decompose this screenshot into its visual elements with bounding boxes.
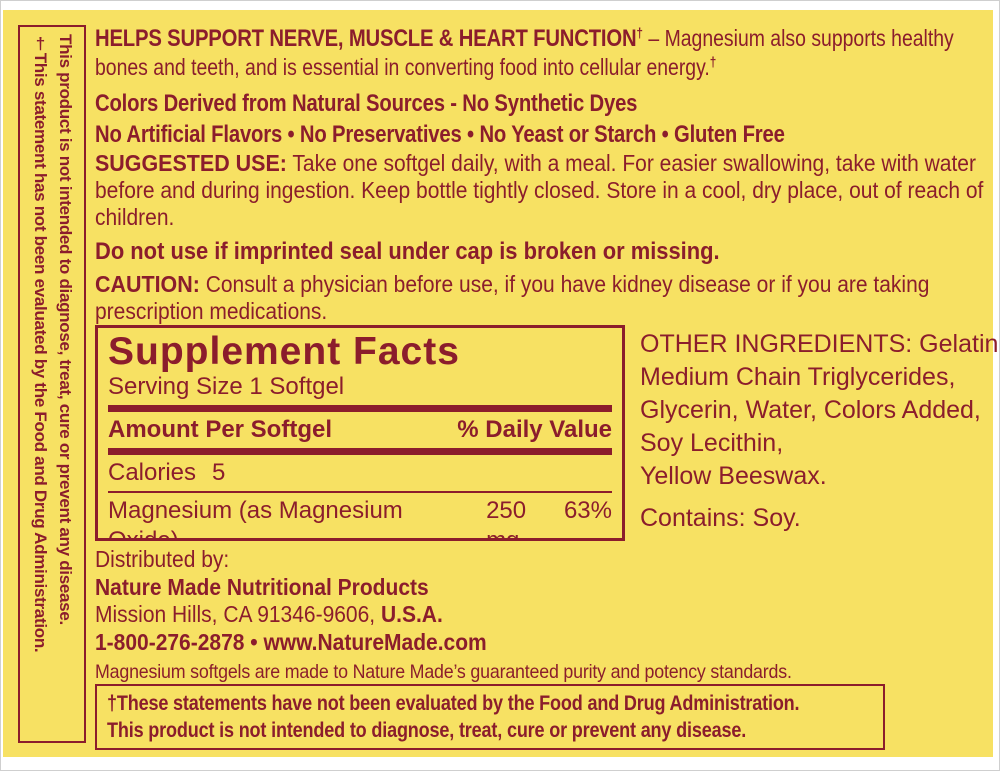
distributed-by: Distributed by:: [95, 546, 230, 572]
other-ingredients-line: Soy Lecithin,: [640, 429, 784, 457]
other-ingredients-line: Glycerin, Water, Colors Added,: [640, 396, 981, 424]
daily-value-header: % Daily Value: [457, 416, 612, 443]
magnesium-daily-value: 63%: [563, 497, 612, 524]
caution: CAUTION: Consult a physician before use,…: [95, 271, 985, 325]
table-row-magnesium: Magnesium (as Magnesium Oxide) 250 mg 63…: [108, 496, 612, 541]
natural-colors-claim: Colors Derived from Natural Sources - No…: [95, 90, 638, 117]
calories-amount: 5: [212, 459, 226, 486]
magnesium-name: Magnesium (as Magnesium Oxide): [108, 497, 403, 541]
calories-name: Calories: [108, 459, 197, 486]
address-country: U.S.A.: [380, 601, 443, 627]
suggested-use-label: SUGGESTED USE:: [95, 150, 287, 176]
fda-disclaimer-box: †These statements have not been evaluate…: [95, 684, 885, 750]
facts-header-row: Amount Per Softgel % Daily Value: [108, 415, 612, 445]
headline: HELPS SUPPORT NERVE, MUSCLE & HEART FUNC…: [95, 24, 985, 82]
serving-size: Serving Size 1 Softgel: [108, 373, 345, 400]
usage-section: SUGGESTED USE: Take one softgel daily, w…: [95, 150, 985, 325]
side-disclaimer-line1: †This statement has not been evaluated b…: [31, 34, 50, 653]
claims-section: HELPS SUPPORT NERVE, MUSCLE & HEART FUNC…: [95, 24, 985, 150]
supplement-back-label: †This statement has not been evaluated b…: [3, 10, 1000, 757]
distributor-address: Mission Hills, CA 91346-9606, U.S.A.: [95, 601, 985, 629]
rule-thick: [108, 448, 612, 455]
distributor-section: Distributed by: Nature Made Nutritional …: [95, 546, 985, 684]
quality-note: Magnesium softgels are made to Nature Ma…: [95, 661, 792, 683]
amount-per-softgel-header: Amount Per Softgel: [108, 416, 333, 443]
headline-rest: – Magnesium also supports healthy bones …: [95, 25, 954, 80]
address-city: Mission Hills, CA 91346-9606,: [95, 601, 381, 627]
seal-warning: Do not use if imprinted seal under cap i…: [95, 238, 720, 265]
side-disclaimer-line2: This product is not intended to diagnose…: [56, 34, 75, 625]
magnesium-amount: 250 mg: [486, 497, 527, 541]
supplement-facts-title: Supplement Facts: [108, 330, 460, 373]
table-row-calories: Calories 5: [108, 458, 612, 488]
fda-disclaimer-line1: †These statements have not been evaluate…: [107, 692, 800, 715]
distributor-company: Nature Made Nutritional Products: [95, 573, 429, 600]
no-additives-claim: No Artificial Flavors • No Preservatives…: [95, 121, 785, 148]
side-disclaimer-box: †This statement has not been evaluated b…: [18, 25, 86, 743]
fda-disclaimer-line2: This product is not intended to diagnose…: [107, 719, 747, 742]
suggested-use: SUGGESTED USE: Take one softgel daily, w…: [95, 150, 985, 231]
rule-thin: [108, 491, 612, 493]
other-ingredients-line: Yellow Beeswax.: [640, 462, 827, 490]
rule-thick: [108, 405, 612, 412]
other-ingredients-line: Medium Chain Triglycerides,: [640, 363, 956, 391]
caution-label: CAUTION:: [95, 271, 200, 297]
other-ingredients-line: OTHER INGREDIENTS: Gelatin,: [640, 330, 1000, 358]
suggested-use-text: Take one softgel daily, with a meal. For…: [95, 150, 984, 230]
supplement-facts-panel: Supplement Facts Serving Size 1 Softgel …: [95, 325, 625, 541]
dagger-icon: †: [709, 53, 717, 70]
dagger-icon: †: [636, 24, 643, 41]
side-disclaimer-text: †This statement has not been evaluated b…: [20, 27, 78, 741]
allergen-contains: Contains: Soy.: [640, 504, 801, 532]
headline-bold: HELPS SUPPORT NERVE, MUSCLE & HEART FUNC…: [95, 25, 637, 52]
phone-and-website: 1-800-276-2878 • www.NatureMade.com: [95, 628, 487, 655]
other-ingredients-section: OTHER INGREDIENTS: Gelatin, Medium Chain…: [640, 328, 1000, 535]
caution-text: Consult a physician before use, if you h…: [95, 271, 930, 324]
